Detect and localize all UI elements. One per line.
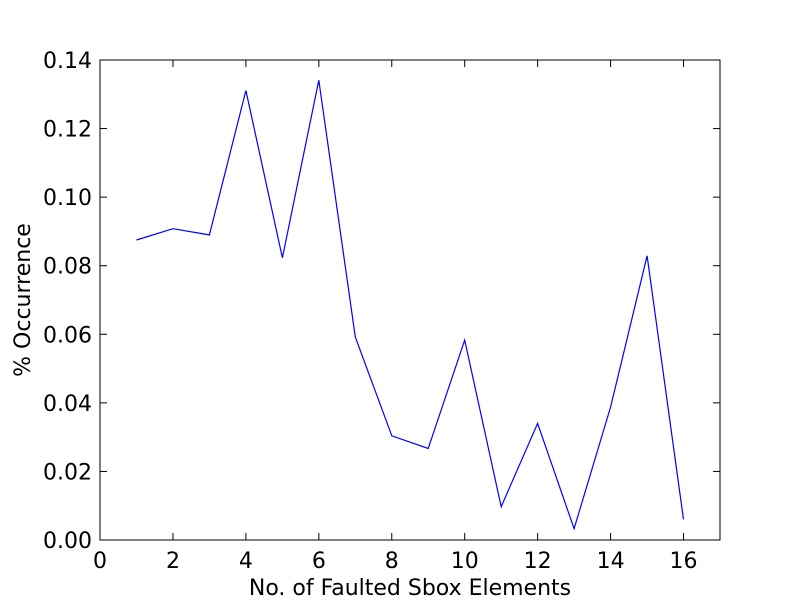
y-tick-label: 0.08 xyxy=(43,255,92,280)
x-axis-ticks: 0 2 4 6 8 10 12 14 16 xyxy=(93,60,698,574)
y-axis-ticks: 0.00 0.02 0.04 0.06 0.08 0.10 0.12 0.14 xyxy=(43,49,720,554)
x-axis-label: No. of Faulted Sbox Elements xyxy=(249,576,571,600)
y-tick-label: 0.04 xyxy=(43,392,92,417)
y-tick-label: 0.00 xyxy=(43,529,92,554)
x-tick-label: 4 xyxy=(239,549,253,574)
x-tick-label: 14 xyxy=(597,549,625,574)
x-tick-label: 16 xyxy=(670,549,698,574)
y-tick-label: 0.10 xyxy=(43,186,92,211)
y-tick-label: 0.02 xyxy=(43,460,92,485)
x-tick-label: 6 xyxy=(312,549,326,574)
y-axis-label: % Occurrence xyxy=(11,223,36,377)
y-tick-label: 0.12 xyxy=(43,118,92,143)
x-tick-label: 12 xyxy=(524,549,552,574)
x-tick-label: 2 xyxy=(166,549,180,574)
plot-frame xyxy=(99,59,721,541)
y-tick-label: 0.06 xyxy=(43,323,92,348)
series-line xyxy=(136,80,685,531)
x-tick-label: 10 xyxy=(451,549,479,574)
y-tick-label: 0.14 xyxy=(43,49,92,74)
x-tick-label: 8 xyxy=(385,549,399,574)
x-tick-label: 0 xyxy=(93,549,107,574)
